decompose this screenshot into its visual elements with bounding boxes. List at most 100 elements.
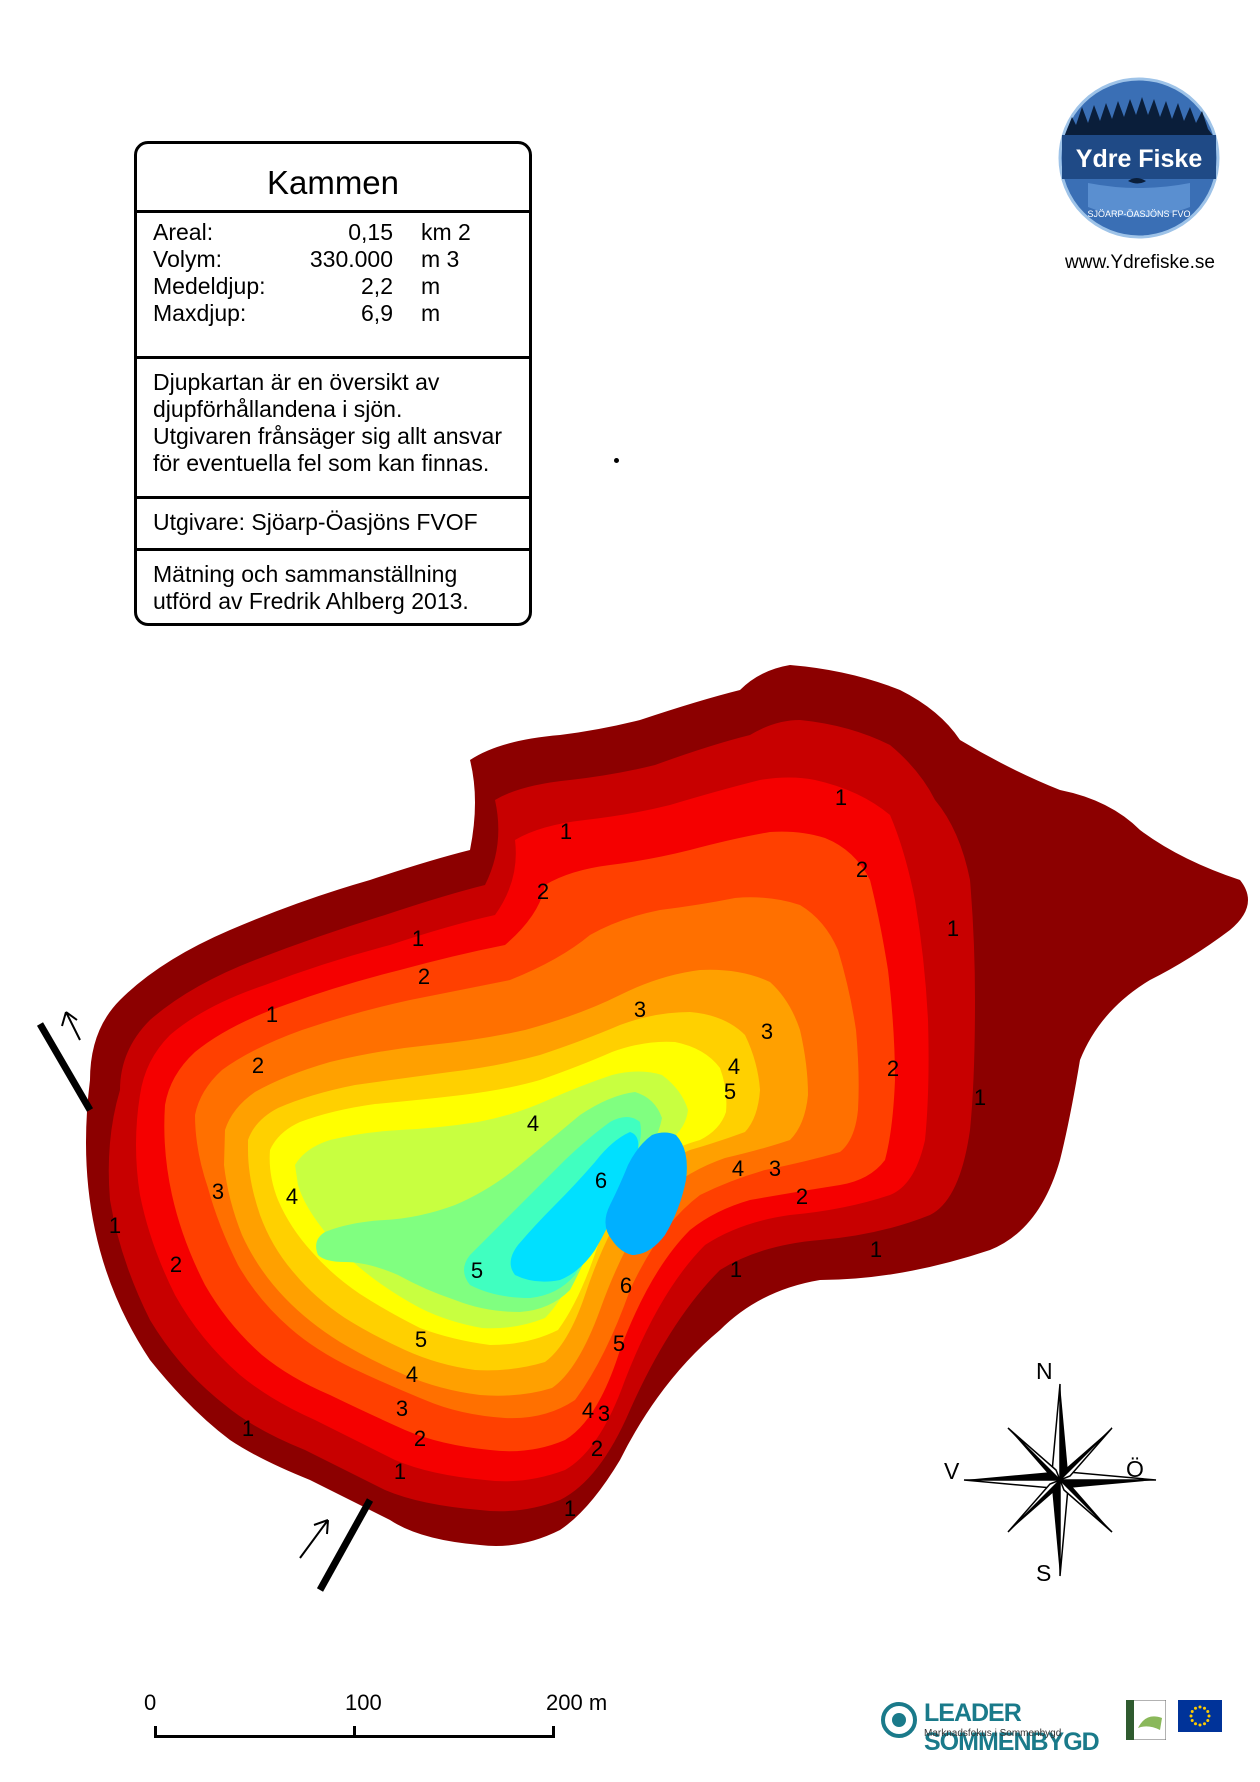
credits-line: utförd av Fredrik Ahlberg 2013.: [153, 588, 469, 614]
eu-star: [1203, 1722, 1206, 1726]
eu-star: [1189, 1714, 1193, 1718]
eu-flag-icon: [1178, 1700, 1222, 1732]
depth-contour-label: 1: [835, 785, 847, 810]
eu-star: [1198, 1723, 1202, 1727]
eu-star: [1198, 1705, 1202, 1709]
depth-contour-label: 3: [396, 1396, 408, 1421]
publisher: Utgivare: Sjöarp-Öasjöns FVOF: [153, 509, 478, 535]
depth-contour-label: 3: [769, 1156, 781, 1181]
disclaimer-line: djupförhållandena i sjön.: [153, 396, 403, 422]
depth-contour-label: 2: [252, 1053, 264, 1078]
depth-contour-label: 2: [591, 1436, 603, 1461]
depth-contour-label: 1: [266, 1002, 278, 1027]
depth-contour-label: 1: [870, 1237, 882, 1262]
scale-tick: [154, 1726, 157, 1738]
eu-star: [1203, 1706, 1206, 1710]
stat-value: 330.000: [309, 246, 393, 272]
disclaimer: Djupkartan är en översikt av djupförhåll…: [153, 369, 519, 477]
stat-row: Medeldjup: 2,2 m: [153, 273, 513, 300]
stat-row: Volym: 330.000 m 3: [153, 246, 513, 273]
depth-contour-label: 4: [582, 1398, 594, 1423]
depth-contour-label: 3: [634, 997, 646, 1022]
eu-star: [1207, 1714, 1211, 1718]
disclaimer-line: Utgivaren frånsäger sig allt ansvar: [153, 423, 502, 449]
eu-star: [1190, 1710, 1194, 1713]
depth-contour-label: 4: [406, 1362, 418, 1387]
credits: Mätning och sammanställning utförd av Fr…: [153, 561, 519, 615]
depth-contour-label: 3: [598, 1401, 610, 1426]
depth-contour-label: 2: [856, 857, 868, 882]
stat-value: 2,2: [361, 273, 393, 299]
depth-contour-label: 1: [730, 1257, 742, 1282]
depth-contour-label: 1: [560, 819, 572, 844]
scale-tick: [353, 1726, 356, 1738]
stat-unit: m 3: [421, 246, 460, 272]
scale-label: 100: [345, 1690, 382, 1715]
depth-contour-label: 5: [415, 1327, 427, 1352]
depth-contour-label: 1: [242, 1416, 254, 1441]
stat-label: Maxdjup:: [153, 300, 247, 326]
scale-label: 200 m: [546, 1690, 608, 1715]
depth-contour-label: 5: [724, 1079, 736, 1104]
arrow-icon: [299, 1519, 329, 1559]
disclaimer-section: Djupkartan är en översikt av djupförhåll…: [137, 356, 529, 496]
depth-contour-label: 2: [887, 1056, 899, 1081]
stat-label: Areal:: [153, 219, 214, 245]
depth-contour-label: 1: [394, 1459, 406, 1484]
depth-band-6: [510, 1132, 639, 1282]
depth-contour-label: 1: [564, 1496, 576, 1521]
depth-contour-label: 1: [974, 1085, 986, 1110]
stat-unit: m: [421, 273, 441, 299]
disclaimer-line: för eventuella fel som kan finnas.: [153, 450, 490, 476]
credits-line: Mätning och sammanställning: [153, 561, 458, 587]
depth-contour-label: 1: [412, 926, 424, 951]
depth-contour-label: 5: [613, 1331, 625, 1356]
credits-section: Mätning och sammanställning utförd av Fr…: [137, 548, 529, 623]
access-line: [36, 1022, 94, 1112]
info-box: Kammen Areal: 0,15 km 2 Volym: 330.000 m…: [134, 141, 532, 626]
leader-logo: LEADER SOMMENBYGD Marknadsfokus i Sommen…: [880, 1697, 1110, 1756]
eu-star: [1206, 1710, 1210, 1713]
depth-contour-label: 2: [796, 1184, 808, 1209]
publisher-section: Utgivare: Sjöarp-Öasjöns FVOF: [137, 496, 529, 548]
ydre-fiske-logo: Ydre Fiske SJÖARP-ÖASJÖNS FVO: [1058, 77, 1220, 239]
depth-contour-label: 3: [761, 1019, 773, 1044]
stat-row: Areal: 0,15 km 2: [153, 219, 513, 246]
stat-label: Medeldjup:: [153, 273, 266, 299]
logo-url: www.Ydrefiske.se: [1065, 252, 1215, 273]
eu-stars-icon: [1189, 1705, 1211, 1727]
stats-section: Areal: 0,15 km 2 Volym: 330.000 m 3 Mede…: [137, 210, 529, 356]
depth-contour-label: 2: [537, 879, 549, 904]
compass-rose: [930, 1360, 1190, 1600]
scale-tick: [552, 1726, 555, 1738]
depth-contour-label: 4: [728, 1054, 740, 1079]
arrow-icon: [61, 1011, 81, 1041]
scale-bar: 0 100 200 m: [144, 1690, 630, 1750]
compass-south: S: [1036, 1560, 1052, 1586]
eu-star: [1194, 1722, 1197, 1726]
compass-north: N: [1036, 1358, 1053, 1384]
depth-contour-label: 2: [170, 1252, 182, 1277]
eu-star: [1190, 1719, 1194, 1722]
depth-contour-label: 2: [418, 964, 430, 989]
depth-contour-label: 4: [527, 1111, 539, 1136]
stat-row: Maxdjup: 6,9 m: [153, 300, 513, 327]
compass-icon: [963, 1383, 1157, 1577]
compass-east: Ö: [1126, 1456, 1144, 1482]
stat-value: 0,15: [348, 219, 393, 245]
depth-band-6b: [605, 1132, 687, 1255]
access-line: [316, 1498, 374, 1592]
leader-text: LEADER SOMMENBYGD: [924, 1699, 1100, 1756]
depth-contour-label: 1: [947, 916, 959, 941]
logo-name: Ydre Fiske: [1076, 145, 1203, 173]
depth-contour-label: 6: [620, 1273, 632, 1298]
eu-star: [1206, 1719, 1210, 1722]
depth-contour-label: 5: [471, 1258, 483, 1283]
scale-label: 0: [144, 1690, 157, 1715]
stats-list: Areal: 0,15 km 2 Volym: 330.000 m 3 Mede…: [153, 219, 513, 327]
stat-label: Volym:: [153, 246, 223, 272]
stat-unit: km 2: [421, 219, 471, 245]
compass-west: V: [944, 1458, 960, 1484]
depth-contour-label: 4: [732, 1156, 744, 1181]
depth-contour-label: 1: [109, 1213, 121, 1238]
